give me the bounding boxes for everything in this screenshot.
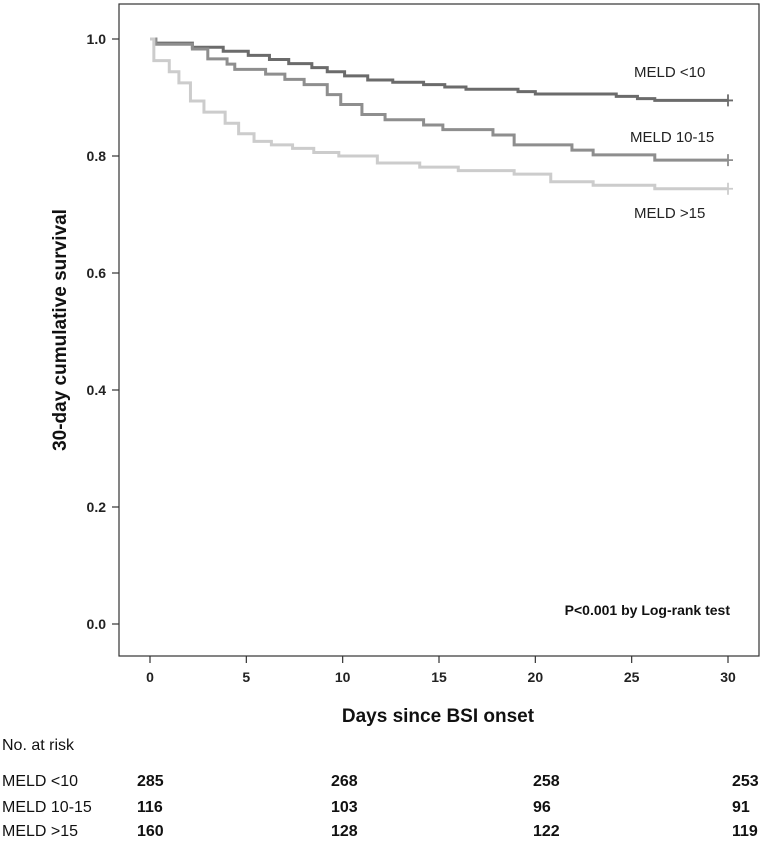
risk-value: 253 — [732, 773, 759, 790]
risk-value: 119 — [732, 823, 758, 840]
curve-labels: MELD <10 MELD 10-15 MELD >15 — [630, 64, 714, 222]
risk-row-label-meld-gt15: MELD >15 — [2, 823, 79, 840]
risk-value: 160 — [137, 823, 164, 840]
risk-value: 258 — [533, 773, 560, 790]
x-tick-label: 20 — [528, 669, 544, 685]
y-tick-label: 0.0 — [87, 616, 107, 632]
risk-value: 122 — [533, 823, 560, 840]
risk-value: 116 — [137, 799, 163, 816]
x-tick-label: 0 — [146, 669, 154, 685]
y-tick-label: 0.8 — [87, 148, 107, 164]
curve-label-2: MELD 10-15 — [630, 129, 714, 146]
y-axis-title: 30-day cumulative survival — [50, 209, 71, 451]
survival-curve-3 — [150, 37, 728, 191]
survival-curve-2 — [150, 37, 728, 162]
risk-value: 285 — [137, 773, 164, 790]
risk-value: 96 — [533, 799, 551, 816]
p-value-annotation: P<0.001 by Log-rank test — [565, 602, 731, 618]
risk-table-title: No. at risk — [2, 737, 75, 754]
x-tick-label: 15 — [431, 669, 447, 685]
censor-mark — [723, 154, 733, 167]
x-tick-label: 5 — [242, 669, 250, 685]
censor-mark — [723, 182, 733, 195]
x-axis: 0 5 10 15 20 25 30 — [146, 656, 736, 685]
risk-value: 91 — [732, 799, 750, 816]
curve-label-3: MELD >15 — [634, 205, 705, 222]
x-tick-label: 10 — [335, 669, 351, 685]
kaplan-meier-chart: 0.0 0.2 0.4 0.6 0.8 1.0 0 5 10 15 20 25 30 MELD <10… — [50, 3, 760, 727]
risk-value: 103 — [331, 799, 358, 816]
risk-value: 128 — [331, 823, 358, 840]
y-tick-label: 0.4 — [87, 382, 107, 398]
x-axis-title: Days since BSI onset — [342, 706, 535, 727]
x-tick-label: 25 — [624, 669, 640, 685]
risk-value: 268 — [331, 773, 358, 790]
risk-row-label-meld-lt10: MELD <10 — [2, 773, 79, 790]
x-tick-label: 30 — [720, 669, 736, 685]
survival-curves — [150, 37, 733, 195]
y-tick-label: 0.2 — [87, 499, 107, 515]
y-axis: 0.0 0.2 0.4 0.6 0.8 1.0 — [87, 31, 119, 632]
y-tick-label: 1.0 — [87, 31, 107, 47]
survival-curve-1 — [150, 37, 728, 102]
censor-mark — [723, 94, 733, 107]
risk-row-label-meld-10-15: MELD 10-15 — [2, 799, 92, 816]
curve-label-1: MELD <10 — [634, 64, 705, 81]
y-tick-label: 0.6 — [87, 265, 107, 281]
